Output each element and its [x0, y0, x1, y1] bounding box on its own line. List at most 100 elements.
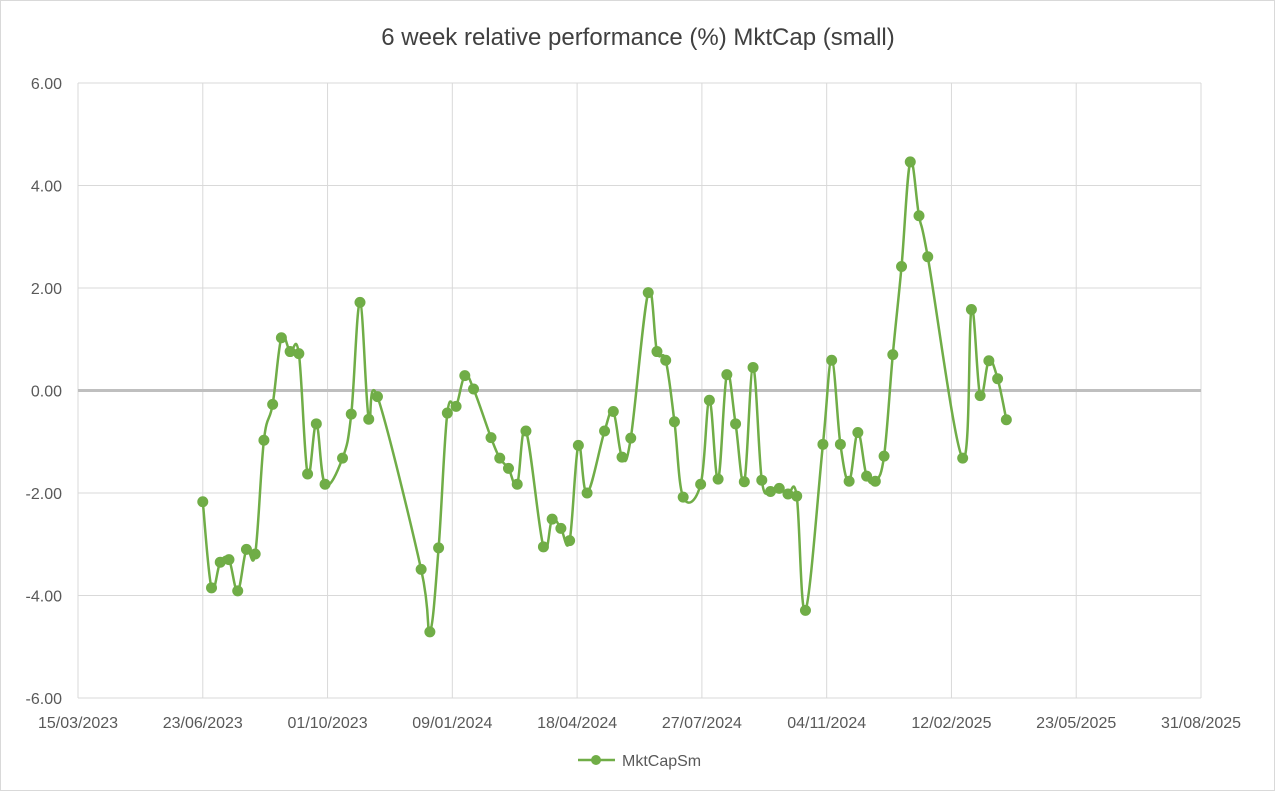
x-tick-label: 09/01/2024 — [412, 715, 492, 732]
data-point-marker — [572, 439, 584, 451]
data-point-marker — [546, 513, 558, 525]
y-tick-label: -2.00 — [26, 486, 63, 503]
data-point-marker — [502, 462, 514, 474]
data-point-marker — [450, 400, 462, 412]
data-point-marker — [511, 478, 523, 490]
data-point-marker — [616, 451, 628, 463]
data-point-marker — [485, 432, 497, 444]
data-point-marker — [695, 478, 707, 490]
data-point-marker — [957, 452, 969, 464]
data-point-marker — [965, 304, 977, 316]
data-point-marker — [878, 450, 890, 462]
data-point-marker — [293, 348, 305, 360]
data-point-marker — [651, 346, 663, 358]
data-point-marker — [441, 407, 453, 419]
data-point-marker — [1000, 414, 1012, 426]
data-point-marker — [459, 370, 471, 382]
data-point-marker — [826, 354, 838, 366]
data-point-marker — [310, 418, 322, 430]
y-tick-label: -6.00 — [26, 691, 63, 708]
data-point-marker — [555, 522, 567, 534]
data-point-marker — [983, 355, 995, 367]
data-point-marker — [703, 394, 715, 406]
data-point-marker — [852, 427, 864, 439]
data-point-marker — [371, 391, 383, 403]
x-tick-label: 23/05/2025 — [1036, 715, 1116, 732]
series-line — [201, 159, 1008, 634]
data-point-marker — [642, 287, 654, 299]
data-point-marker — [599, 425, 611, 437]
x-tick-label: 27/07/2024 — [662, 715, 742, 732]
legend: MktCapSm — [578, 753, 701, 770]
data-point-marker — [834, 438, 846, 450]
data-point-marker — [232, 585, 244, 597]
data-point-marker — [974, 390, 986, 402]
data-point-marker — [791, 490, 803, 502]
x-tick-label: 18/04/2024 — [537, 715, 617, 732]
data-point-marker — [302, 468, 314, 480]
data-point-marker — [747, 361, 759, 373]
data-point-marker — [249, 548, 261, 560]
data-point-marker — [738, 476, 750, 488]
data-point-marker — [625, 432, 637, 444]
data-point-marker — [564, 535, 576, 547]
x-tick-label: 15/03/2023 — [38, 715, 118, 732]
data-point-marker — [677, 491, 689, 503]
data-point-marker — [817, 438, 829, 450]
y-tick-label: 4.00 — [31, 179, 62, 196]
data-point-marker — [756, 474, 768, 486]
y-tick-label: 2.00 — [31, 281, 62, 298]
data-point-marker — [730, 418, 742, 430]
data-point-marker — [319, 478, 331, 490]
y-tick-label: -4.00 — [26, 589, 63, 606]
data-point-marker — [861, 470, 873, 482]
axes: -6.00 -4.00 -2.00 0.00 2.00 4.00 6.00 15/03/202… — [26, 76, 1242, 732]
data-point-marker — [660, 354, 672, 366]
x-tick-label: 12/02/2025 — [911, 715, 991, 732]
legend-label: MktCapSm — [622, 753, 701, 770]
data-point-marker — [494, 452, 506, 464]
data-point-marker — [668, 416, 680, 428]
y-tick-label: 0.00 — [31, 384, 62, 401]
x-tick-label: 31/08/2025 — [1161, 715, 1241, 732]
data-point-marker — [468, 383, 480, 395]
data-point-marker — [843, 475, 855, 487]
x-tick-label: 01/10/2023 — [288, 715, 368, 732]
y-tick-label: 6.00 — [31, 76, 62, 93]
data-point-marker — [415, 563, 427, 575]
data-point-marker — [433, 542, 445, 554]
data-point-marker — [887, 349, 899, 361]
data-point-marker — [275, 332, 287, 344]
data-point-marker — [223, 554, 235, 566]
data-point-marker — [992, 373, 1004, 385]
data-point-marker — [206, 582, 218, 594]
data-point-marker — [197, 496, 209, 508]
data-point-marker — [904, 156, 916, 168]
data-point-marker — [363, 413, 375, 425]
data-point-marker — [799, 604, 811, 616]
data-point-marker — [581, 487, 593, 499]
series-mktcapsm — [197, 156, 1012, 638]
data-point-marker — [721, 369, 733, 381]
data-point-marker — [520, 425, 532, 437]
data-point-marker — [922, 251, 934, 263]
data-point-marker — [424, 626, 436, 638]
data-point-marker — [258, 434, 270, 446]
data-point-marker — [712, 473, 724, 485]
data-point-marker — [896, 260, 908, 272]
data-point-marker — [240, 543, 252, 555]
data-point-marker — [773, 482, 785, 494]
legend-dot-marker — [591, 755, 601, 765]
x-tick-label: 04/11/2024 — [787, 715, 866, 732]
data-point-marker — [267, 398, 279, 410]
data-point-marker — [869, 475, 881, 487]
data-point-marker — [337, 452, 349, 464]
data-point-marker — [345, 408, 357, 420]
data-point-marker — [913, 210, 925, 222]
chart-title: 6 week relative performance (%) MktCap (… — [381, 24, 894, 51]
data-point-marker — [354, 296, 366, 308]
data-point-marker — [607, 406, 619, 418]
x-tick-label: 23/06/2023 — [163, 715, 243, 732]
